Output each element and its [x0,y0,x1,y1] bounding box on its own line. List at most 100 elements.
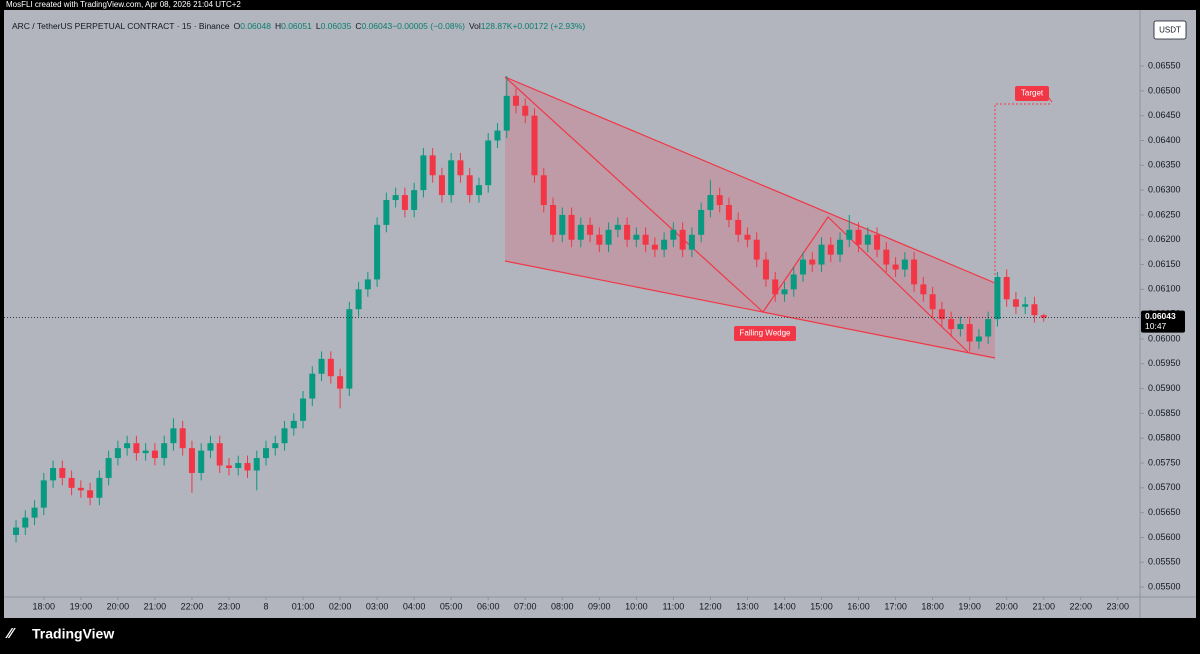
candle-body [550,205,557,235]
candle-body [503,95,510,131]
x-tick-label: 05:00 [440,601,463,611]
x-tick-label: 8 [264,601,269,611]
candle-body [124,443,131,449]
target-label: Target [1021,89,1044,98]
x-tick-label: 19:00 [958,601,981,611]
y-tick-label: 0.05900 [1148,383,1181,393]
candle-body [309,373,316,399]
candle-body [105,458,112,478]
candle-body [198,450,205,473]
candle-body [346,309,353,389]
y-tick-label: 0.05800 [1148,433,1181,443]
candle-body [818,244,825,265]
currency-box[interactable] [1153,20,1187,40]
candle-body [355,289,362,310]
candle-body [846,229,853,240]
last-price-label: 0.06043 [1145,311,1176,321]
candle-body [96,477,103,498]
candle-body [263,448,270,459]
legend-key: L [316,21,321,31]
y-tick-label: 0.06500 [1148,85,1181,95]
candle-body [938,309,945,320]
candle-body [281,428,288,444]
candle-body [401,195,408,210]
candle-body [966,324,973,342]
candle-body [531,115,538,176]
countdown: 10:47 [1145,321,1167,331]
candle-body [735,219,742,235]
candle-body [457,160,464,176]
x-tick-label: 02:00 [329,601,352,611]
candle-body [253,458,260,471]
candle-body [540,175,547,206]
candle-body [374,224,381,280]
candle-body [235,463,242,468]
y-tick-label: 0.06000 [1148,333,1181,343]
candle-body [161,443,168,459]
candle-body [475,185,482,196]
candle-body [466,175,473,196]
candle-body [429,155,436,176]
currency: USDT [1159,26,1181,35]
candle-body [698,209,705,235]
brand: TradingView [32,626,114,642]
candle-body [1022,304,1029,307]
candle-body [568,214,575,240]
candle-body [87,490,94,498]
wedge-zigzag [504,76,969,353]
x-tick-label: 14:00 [773,601,796,611]
x-tick-label: 22:00 [181,601,204,611]
candle-body [494,130,501,141]
candle-body [725,205,732,220]
legend-key: C [355,21,361,31]
y-tick-label: 0.05600 [1148,532,1181,542]
candle-body [642,234,649,245]
candle-body [133,443,140,454]
wedge-fill [505,77,995,358]
falling-wedge-label: Falling Wedge [740,329,792,338]
candle-body [985,319,992,337]
target-label-box [1015,86,1049,101]
legend-value: 0.06048 [240,21,271,31]
candle-body [762,259,769,280]
candle-body [827,244,834,255]
x-tick-label: 18:00 [921,601,944,611]
candle-body [772,279,779,295]
candle-body [31,507,38,518]
y-tick-label: 0.06550 [1148,60,1181,70]
candle-body [1031,304,1038,316]
candle-body [318,358,325,374]
candle-body [411,190,418,210]
legend-value: 0.06035 [321,21,352,31]
candle-body [13,527,20,535]
candle-body [448,160,455,196]
legend-value: 0.06043 [361,21,392,31]
x-tick-label: 20:00 [995,601,1018,611]
y-tick-label: 0.06100 [1148,284,1181,294]
y-tick-label: 0.05750 [1148,457,1181,467]
x-tick-label: 06:00 [477,601,500,611]
logo-mark: ⁄⁄ [5,625,17,642]
x-tick-label: 08:00 [551,601,574,611]
candle-body [512,95,519,106]
candle-body [1040,315,1047,318]
candle-body [337,376,344,389]
wedge-lower-line [504,260,996,359]
candle-body [68,477,75,488]
legend-value: 128.87K [481,21,513,31]
candle-body [522,105,529,116]
x-tick-label: 18:00 [33,601,56,611]
candle-body [864,234,871,245]
last-price-box [1141,310,1185,333]
candle-body [633,234,640,240]
candle-body [809,259,816,265]
y-tick-label: 0.05700 [1148,482,1181,492]
attribution: MosFLI created with TradingView.com, Apr… [6,0,241,9]
symbol-legend: ARC / TetherUS PERPETUAL CONTRACT · 15 ·… [12,21,585,31]
x-tick-label: 20:00 [107,601,130,611]
candle-body [485,140,492,186]
candle-body [420,155,427,191]
x-tick-label: 13:00 [736,601,759,611]
candle-body [188,448,195,473]
candle-body [716,195,723,206]
